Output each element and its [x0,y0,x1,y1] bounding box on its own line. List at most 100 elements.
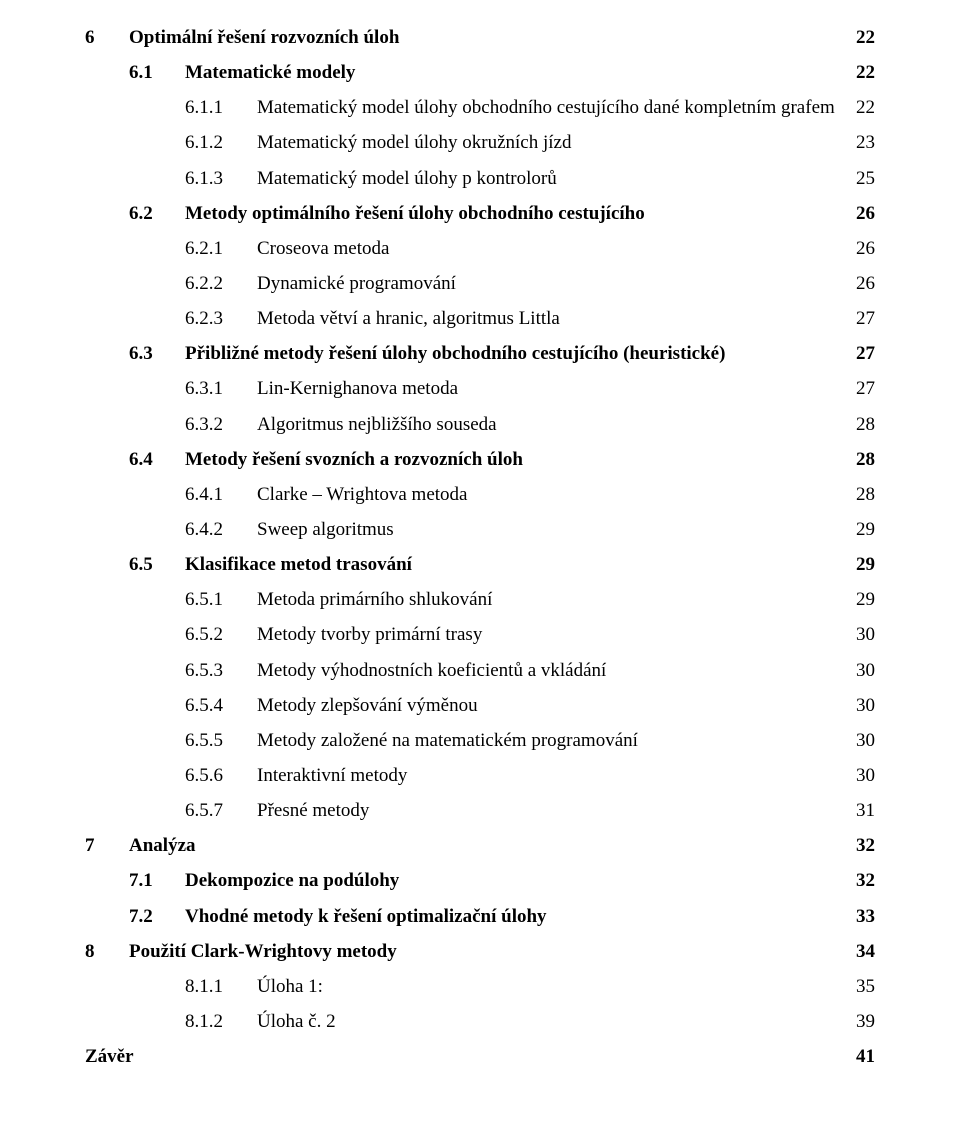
toc-title: Přibližné metody řešení úlohy obchodního… [185,336,725,371]
toc-entry: 6.1.2Matematický model úlohy okružních j… [85,125,875,160]
toc-page-number: 29 [845,512,875,547]
toc-page-number: 32 [845,863,875,898]
toc-page-number: 29 [845,547,875,582]
toc-entry: 7.1Dekompozice na podúlohy 32 [85,863,875,898]
toc-page-number: 33 [845,899,875,934]
toc-page-number: 30 [845,688,875,723]
toc-title: Croseova metoda [257,231,389,266]
toc-number: 6.3 [129,336,185,371]
toc-number: 6.5.3 [185,653,257,688]
toc-page-number: 30 [845,653,875,688]
toc-number: 8.1.2 [185,1004,257,1039]
toc-entry: 6.5Klasifikace metod trasování 29 [85,547,875,582]
toc-number: 7.1 [129,863,185,898]
toc-page-number: 28 [845,407,875,442]
toc-title: Klasifikace metod trasování [185,547,412,582]
toc-number: 6.4.1 [185,477,257,512]
toc-number: 6.2.1 [185,231,257,266]
toc-entry: 6.5.2Metody tvorby primární trasy30 [85,617,875,652]
toc-title: Dekompozice na podúlohy [185,863,399,898]
toc-entry: 6.1.3Matematický model úlohy p kontrolor… [85,161,875,196]
toc-number: 7.2 [129,899,185,934]
toc-title: Matematický model úlohy p kontrolorů [257,161,557,196]
toc-page-number: 32 [845,828,875,863]
toc-title: Optimální řešení rozvozních úloh [129,20,399,55]
toc-page-number: 30 [845,617,875,652]
toc-entry: 6.2Metody optimálního řešení úlohy obcho… [85,196,875,231]
toc-entry: 6Optimální řešení rozvozních úloh22 [85,20,875,55]
toc-page-number: 25 [845,161,875,196]
toc-page-number: 27 [845,301,875,336]
toc-page-number: 29 [845,582,875,617]
toc-number: 6.2.2 [185,266,257,301]
toc-entry: 6.3.2Algoritmus nejbližšího souseda 28 [85,407,875,442]
toc-entry: 6.1.1Matematický model úlohy obchodního … [85,90,875,125]
toc-page-number: 23 [845,125,875,160]
toc-page-number: 28 [845,442,875,477]
toc-page-number: 28 [845,477,875,512]
toc-page-number: 26 [845,266,875,301]
toc-title: Metody založené na matematickém programo… [257,723,638,758]
toc-entry: 6.2.3Metoda větví a hranic, algoritmus L… [85,301,875,336]
toc-entry: 6.2.2Dynamické programování 26 [85,266,875,301]
toc-number: 6.5.1 [185,582,257,617]
toc-page-number: 30 [845,758,875,793]
toc-entry: 6.4.2Sweep algoritmus 29 [85,512,875,547]
toc-number: 8.1.1 [185,969,257,1004]
toc-entry: Závěr 41 [85,1039,875,1074]
toc-entry: 6.3.1Lin-Kernighanova metoda27 [85,371,875,406]
toc-entry: 7.2Vhodné metody k řešení optimalizační … [85,899,875,934]
toc-number: 6 [85,20,129,55]
toc-page-number: 26 [845,231,875,266]
toc-title: Metody řešení svozních a rozvozních úloh [185,442,523,477]
toc-page-number: 22 [845,90,875,125]
toc-title: Přesné metody [257,793,369,828]
toc-entry: 6.3Přibližné metody řešení úlohy obchodn… [85,336,875,371]
toc-page-number: 31 [845,793,875,828]
toc-entry: 6.1Matematické modely22 [85,55,875,90]
toc-number: 6.5.4 [185,688,257,723]
toc-title: Úloha 1: [257,969,323,1004]
toc-entry: 6.5.7Přesné metody 31 [85,793,875,828]
toc-number: 6.2.3 [185,301,257,336]
toc-title: Matematický model úlohy obchodního cestu… [257,90,835,125]
toc-number: 6.1.1 [185,90,257,125]
toc-number: 6.5.5 [185,723,257,758]
toc-number: 6.4.2 [185,512,257,547]
toc-number: 6.1.3 [185,161,257,196]
toc-title: Algoritmus nejbližšího souseda [257,407,497,442]
toc-page-number: 26 [845,196,875,231]
toc-title: Úloha č. 2 [257,1004,336,1039]
toc-entry: 6.5.1Metoda primárního shlukování 29 [85,582,875,617]
toc-title: Vhodné metody k řešení optimalizační úlo… [185,899,547,934]
toc-title: Metody tvorby primární trasy [257,617,482,652]
toc-number: 6.5.6 [185,758,257,793]
toc-title: Matematické modely [185,55,355,90]
toc-page-number: 34 [845,934,875,969]
toc-title: Dynamické programování [257,266,456,301]
toc-page-number: 41 [845,1039,875,1074]
toc-title: Interaktivní metody [257,758,407,793]
toc-number: 6.3.2 [185,407,257,442]
toc-entry: 6.2.1Croseova metoda 26 [85,231,875,266]
toc-entry: 8Použití Clark-Wrightovy metody34 [85,934,875,969]
toc-entry: 6.5.5Metody založené na matematickém pro… [85,723,875,758]
toc-title: Metody výhodnostních koeficientů a vklád… [257,653,606,688]
toc-page-number: 35 [845,969,875,1004]
toc-number: 6.5 [129,547,185,582]
toc-entry: 6.4Metody řešení svozních a rozvozních ú… [85,442,875,477]
toc-title: Metoda větví a hranic, algoritmus Littla [257,301,560,336]
toc-entry: 6.5.6Interaktivní metody 30 [85,758,875,793]
toc-number: 6.5.7 [185,793,257,828]
toc-entry: 6.4.1Clarke – Wrightova metoda 28 [85,477,875,512]
toc-title: Metoda primárního shlukování [257,582,492,617]
toc-title: Sweep algoritmus [257,512,394,547]
toc-title: Clarke – Wrightova metoda [257,477,467,512]
toc-number: 6.3.1 [185,371,257,406]
toc-title: Závěr [85,1039,136,1074]
toc-number: 6.1 [129,55,185,90]
toc-title: Použití Clark-Wrightovy metody [129,934,397,969]
toc-number: 6.1.2 [185,125,257,160]
toc-title: Metody optimálního řešení úlohy obchodní… [185,196,645,231]
toc-page-number: 30 [845,723,875,758]
